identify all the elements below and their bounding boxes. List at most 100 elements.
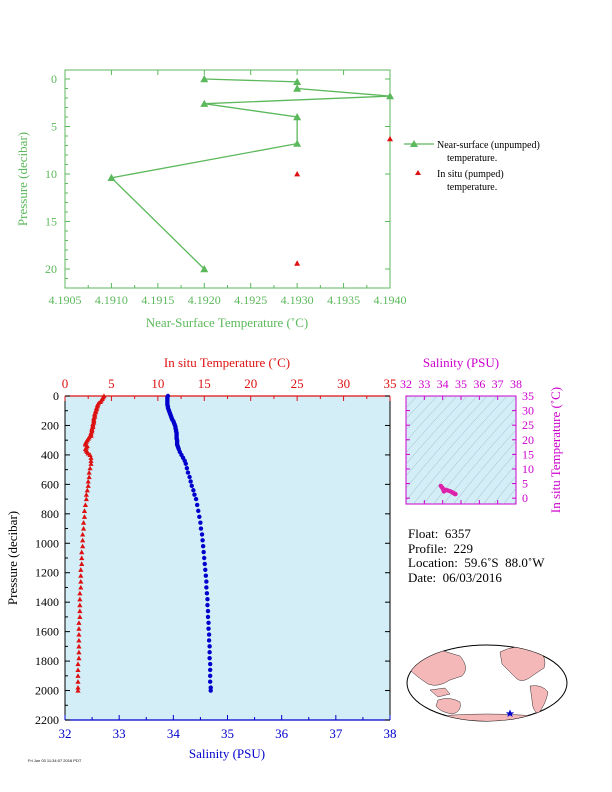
ts-y-tick-label: 15 <box>522 447 534 461</box>
unpumped-point <box>293 84 302 92</box>
profile-plot-background <box>65 396 390 720</box>
salinity-point <box>205 602 210 608</box>
temperature-tick-label: 10 <box>151 376 164 391</box>
y-tick-label: 600 <box>41 477 59 491</box>
profile-y-label: Pressure (decibar) <box>5 511 20 605</box>
ts-x-tick-label: 35 <box>455 377 467 391</box>
location-map <box>406 644 568 722</box>
temperature-tick-label: 15 <box>198 376 211 391</box>
temperature-point <box>80 520 87 525</box>
profile-chart: 0200400600800100012001400160018002000220… <box>5 355 397 761</box>
float-location: Location: 59.6˚S 88.0˚W <box>408 555 545 570</box>
profile-number: Profile: 229 <box>408 540 473 556</box>
temperature-point <box>86 474 92 480</box>
ts-x-tick-label: 33 <box>418 377 430 391</box>
temperature-tick-label: 0 <box>62 376 69 391</box>
land-south-america <box>529 685 549 715</box>
salinity-tick-label: 34 <box>167 726 181 741</box>
pumped-point <box>294 260 301 266</box>
unpumped-point <box>293 139 302 147</box>
temperature-point <box>75 687 81 693</box>
salinity-point <box>200 538 205 543</box>
density-contour <box>406 396 478 477</box>
temperature-point <box>79 561 85 566</box>
unpumped-point <box>107 173 116 181</box>
salinity-point <box>192 492 197 497</box>
temperature-point <box>83 492 89 497</box>
unpumped-point <box>293 77 302 86</box>
ts-y-tick-label: 20 <box>522 433 534 447</box>
salinity-tick-label: 35 <box>221 726 234 741</box>
temperature-point <box>80 543 86 549</box>
near-surface-x-ticks: 4.1905 4.1910 4.1915 4.1920 4.1925 4.1930 4.19… <box>49 70 407 307</box>
y-tick-label: 1000 <box>35 536 59 550</box>
salinity-point <box>204 591 210 596</box>
salinity-point <box>208 688 213 693</box>
salinity-point <box>206 626 211 631</box>
temperature-point <box>76 649 82 655</box>
temperature-point <box>76 626 82 631</box>
salinity-point <box>191 488 196 493</box>
x-tick-label: 4.1925 <box>234 293 267 307</box>
unpumped-point <box>200 265 209 273</box>
salinity-point <box>196 508 201 514</box>
temperature-tick-label: 35 <box>384 376 397 391</box>
land-antarctica <box>419 713 556 721</box>
salinity-point <box>183 461 188 466</box>
temperature-point <box>75 685 81 690</box>
salinity-point <box>202 561 207 567</box>
density-contour <box>413 396 508 504</box>
y-tick-label: 2200 <box>35 713 59 727</box>
salinity-point <box>207 650 212 655</box>
pumped-point <box>294 171 301 177</box>
temperature-tick-label: 30 <box>337 376 350 391</box>
density-contour <box>423 396 516 504</box>
density-contour <box>493 475 516 504</box>
salinity-tick-label: 32 <box>59 726 72 741</box>
x-tick-label: 4.1920 <box>188 293 221 307</box>
unpumped-point <box>293 113 302 121</box>
y-tick-label: 0 <box>51 72 57 86</box>
temperature-tick-label: 25 <box>291 376 304 391</box>
temperature-point <box>77 602 83 608</box>
salinity-point <box>194 502 200 508</box>
salinity-point <box>207 661 213 667</box>
salinity-point <box>185 470 191 475</box>
salinity-point <box>200 544 206 549</box>
temperature-point <box>75 667 81 673</box>
y-tick-label: 400 <box>41 448 59 462</box>
ts-salinity-ticks: 32 33 34 35 36 37 38 <box>400 377 522 504</box>
float-id: Float: 6357 <box>408 526 471 541</box>
temperature-point <box>87 465 93 471</box>
salinity-point <box>198 526 204 531</box>
unpumped-series-line <box>110 78 391 270</box>
salinity-point <box>204 585 209 590</box>
salinity-point <box>207 655 212 661</box>
temperature-point <box>78 573 84 578</box>
ts-y-tick-label: 5 <box>522 477 528 491</box>
temperature-point <box>82 502 89 508</box>
x-tick-label: 4.1915 <box>141 293 174 307</box>
y-tick-label: 1200 <box>35 566 59 580</box>
density-contour <box>463 440 516 504</box>
ts-y-tick-label: 0 <box>522 491 528 505</box>
ts-plot-frame <box>405 395 517 505</box>
y-tick-label: 20 <box>45 262 57 276</box>
near-surface-y-label: Pressure (decibar) <box>15 132 30 226</box>
float-location-marker <box>505 709 515 717</box>
temperature-point <box>75 673 81 678</box>
temperature-point <box>84 487 90 493</box>
legend-marker-pumped <box>415 170 421 175</box>
salinity-point <box>207 679 213 684</box>
near-surface-y-ticks: 0 5 10 15 20 <box>45 72 390 279</box>
temperature-point <box>80 525 87 531</box>
y-tick-label: 15 <box>45 215 57 229</box>
profile-y-ticks: 0 200 400 600 800 1000 1200 1400 1600 1800 2000 220… <box>35 389 390 727</box>
salinity-tick-label: 33 <box>113 726 126 741</box>
ts-y-tick-label: 35 <box>522 389 534 403</box>
profile-salinity-ticks: 32 33 34 35 36 37 38 <box>59 715 397 741</box>
legend-label-unpumped-2: temperature. <box>447 153 497 164</box>
